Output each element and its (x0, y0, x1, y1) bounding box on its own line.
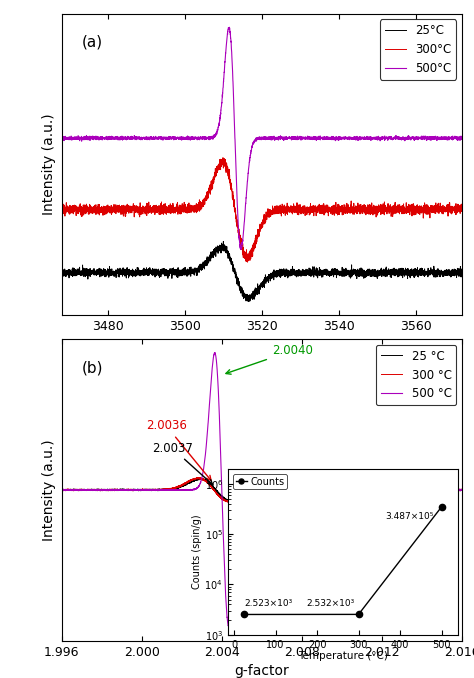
500 °C (356, 485, 362, 494)
Legend: 25 °C, 300 °C, 500 °C: 25 °C, 300 °C, 500 °C (376, 345, 456, 405)
300°C (230, 193, 236, 201)
25 °C (197, 474, 203, 482)
25 °C (296, 486, 301, 494)
25 °C (377, 485, 383, 494)
25 °C (313, 486, 319, 494)
300 °C (59, 485, 64, 494)
Line: 300 °C: 300 °C (62, 477, 462, 502)
25 °C (228, 498, 234, 506)
500 °C (212, 348, 218, 357)
500 °C (79, 486, 84, 494)
500 °C (204, 437, 210, 445)
300°C (447, 207, 453, 215)
500 °C (313, 486, 319, 494)
25°C (459, 268, 465, 276)
300°C (245, 258, 250, 266)
300 °C (227, 498, 233, 506)
25°C (246, 298, 251, 306)
25°C (447, 272, 453, 280)
500 °C (296, 486, 301, 494)
500°C (227, 28, 233, 37)
500°C (59, 134, 64, 142)
Line: 500°C: 500°C (62, 27, 462, 250)
Line: 25 °C: 25 °C (62, 478, 462, 502)
25°C (249, 290, 255, 298)
500°C (350, 134, 356, 142)
Line: 500 °C: 500 °C (62, 353, 462, 627)
Y-axis label: Intensity (a.u.): Intensity (a.u.) (42, 114, 56, 215)
500 °C (459, 486, 465, 494)
25°C (230, 262, 236, 270)
Legend: 25°C, 300°C, 500°C: 25°C, 300°C, 500°C (380, 20, 456, 80)
300 °C (296, 485, 301, 494)
25 °C (59, 485, 64, 494)
Text: 2.0036: 2.0036 (146, 419, 211, 481)
300°C (459, 200, 465, 208)
Y-axis label: Intensity (a.u.): Intensity (a.u.) (42, 439, 56, 540)
500°C (447, 134, 453, 142)
25 °C (204, 477, 210, 485)
Line: 25°C: 25°C (62, 241, 462, 302)
Text: (b): (b) (82, 360, 103, 375)
300 °C (313, 485, 319, 494)
300°C (427, 207, 433, 216)
25°C (59, 268, 64, 276)
300 °C (377, 485, 383, 494)
300 °C (79, 485, 84, 494)
500°C (427, 135, 433, 143)
500°C (249, 144, 255, 152)
25°C (227, 254, 233, 262)
300 °C (204, 478, 210, 486)
300°C (59, 207, 64, 216)
25°C (427, 268, 433, 277)
500 °C (59, 485, 64, 494)
X-axis label: Meganetic field (G): Meganetic field (G) (195, 339, 328, 353)
Text: 2.0037: 2.0037 (152, 441, 213, 485)
Line: 300°C: 300°C (62, 158, 462, 262)
Text: (a): (a) (82, 35, 103, 49)
500 °C (377, 486, 383, 494)
500°C (227, 23, 232, 31)
300°C (350, 206, 356, 214)
500°C (459, 135, 465, 143)
25°C (350, 271, 356, 279)
300°C (227, 177, 233, 185)
300 °C (194, 473, 200, 481)
500 °C (226, 623, 232, 631)
300°C (220, 154, 226, 162)
25 °C (79, 486, 84, 494)
300°C (249, 247, 255, 255)
300 °C (356, 485, 362, 494)
Text: 2.0040: 2.0040 (226, 344, 313, 374)
500°C (230, 84, 236, 92)
25 °C (356, 485, 362, 494)
25 °C (459, 486, 465, 494)
500°C (238, 245, 244, 254)
X-axis label: g-factor: g-factor (235, 664, 289, 678)
300 °C (459, 485, 465, 494)
25°C (220, 237, 226, 245)
